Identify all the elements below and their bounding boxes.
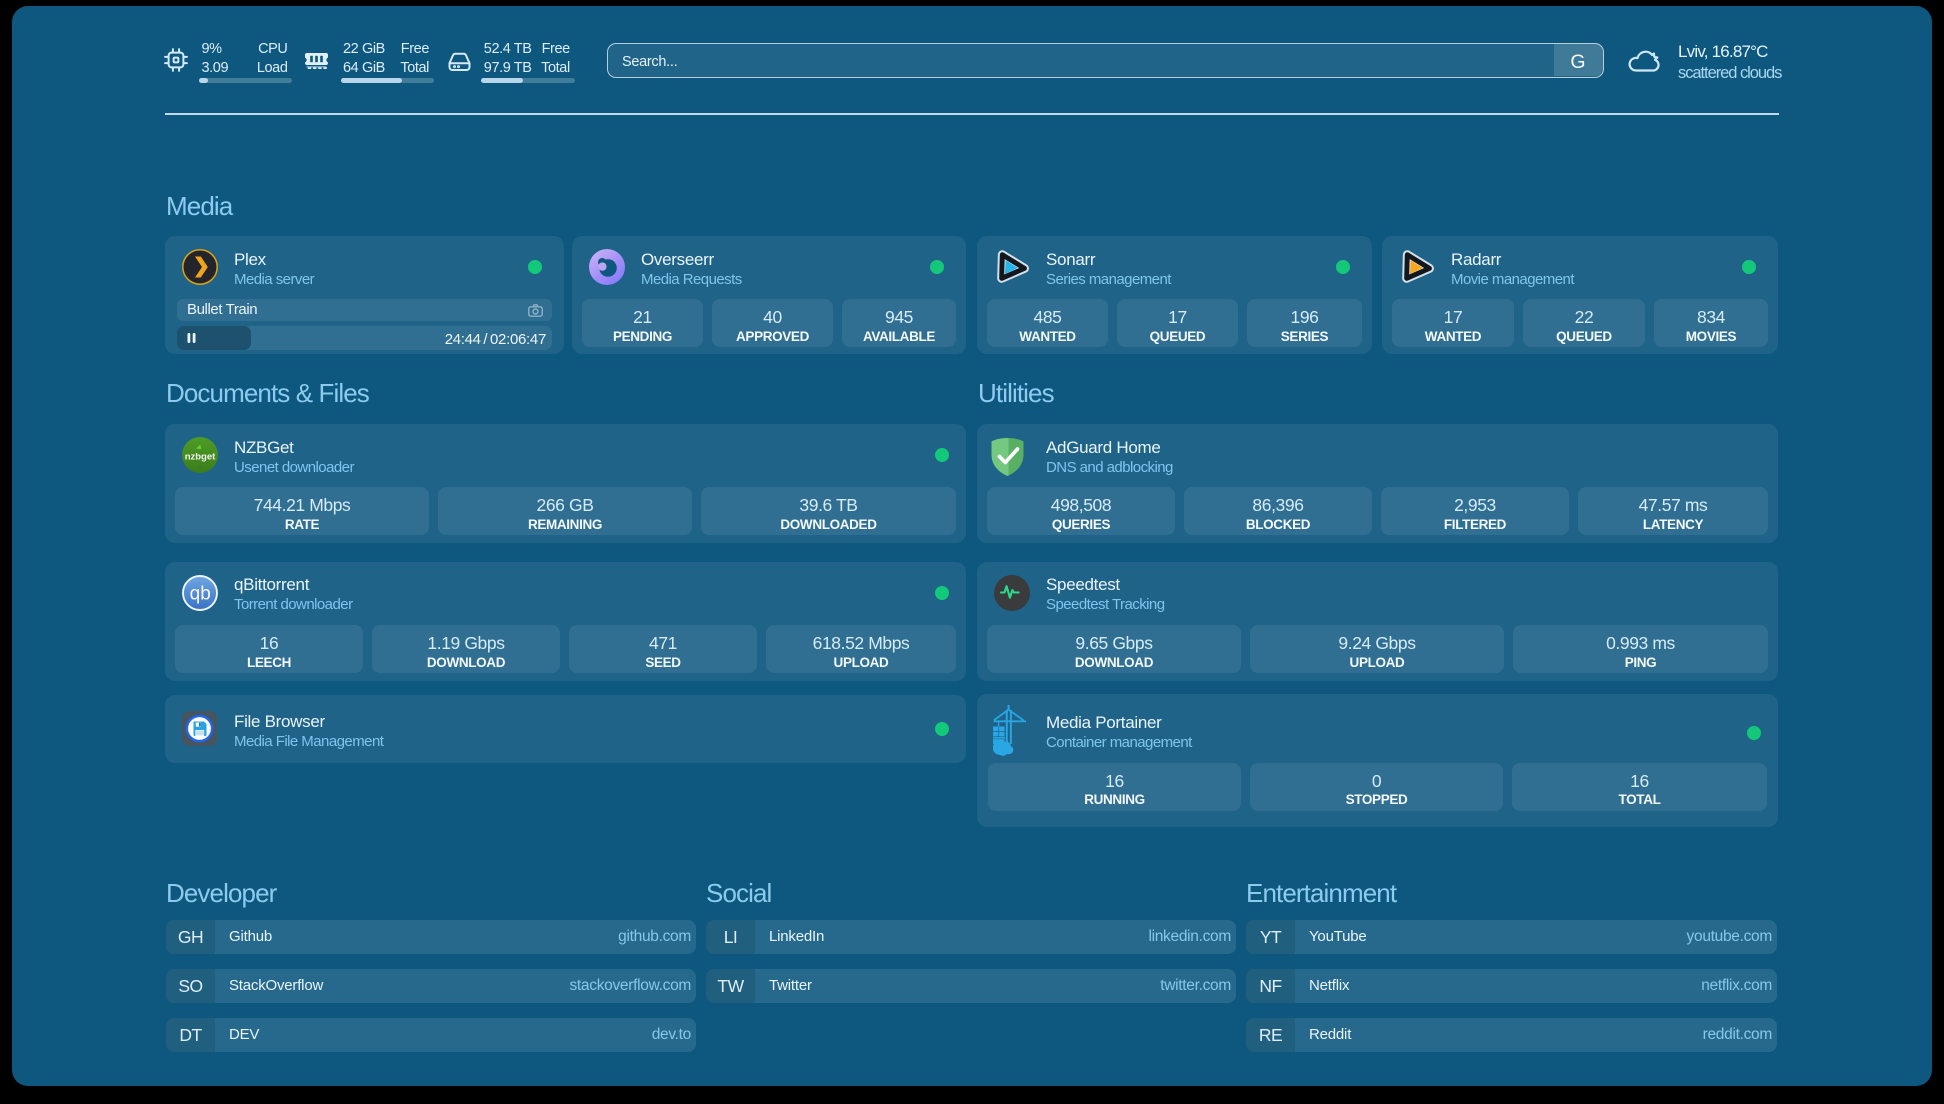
- svg-text:nzbget: nzbget: [185, 452, 216, 463]
- svg-text:qb: qb: [190, 583, 211, 604]
